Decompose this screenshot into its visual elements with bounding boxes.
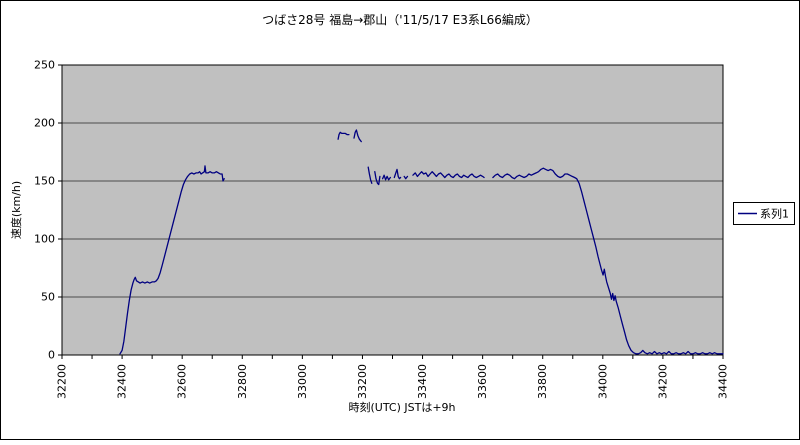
chart-title: つばさ28号 福島→郡山（'11/5/17 E3系L66編成） [262, 12, 538, 27]
series-line-segment [403, 175, 409, 180]
y-tick-label: 0 [48, 349, 55, 362]
y-tick-label: 200 [34, 117, 55, 130]
legend-box [733, 202, 795, 225]
y-tick-label: 250 [34, 59, 55, 72]
series-line-segment [353, 129, 362, 143]
series-line-segment [367, 166, 373, 184]
x-tick-label: 34200 [656, 364, 669, 399]
x-tick-label: 32800 [236, 364, 249, 399]
series-line-segment [412, 171, 485, 179]
legend-series-label: 系列1 [760, 207, 789, 221]
x-tick-label: 32400 [116, 364, 129, 399]
y-tick-label: 50 [41, 291, 55, 304]
y-tick-label: 150 [34, 175, 55, 188]
y-axis-title: 速度(km/h) [9, 181, 23, 239]
series-line-segment [337, 131, 350, 140]
x-tick-label: 33600 [476, 364, 489, 399]
x-tick-label: 33200 [356, 364, 369, 399]
x-axis-title: 時刻(UTC) JSTは+9h [348, 400, 455, 414]
x-tick-label: 34000 [596, 364, 609, 399]
series-line-segment [381, 174, 392, 181]
series-line-segment [492, 167, 724, 355]
axis-ticks [58, 64, 724, 359]
series-line-segment [393, 168, 402, 180]
x-tick-label: 32600 [176, 364, 189, 399]
y-tick-label: 100 [34, 233, 55, 246]
x-tick-label: 34400 [717, 364, 730, 399]
x-tick-label: 33800 [536, 364, 549, 399]
legend: 系列1 [733, 202, 795, 225]
x-tick-label: 33000 [296, 364, 309, 399]
series-line-segment [119, 165, 225, 355]
plot-area [62, 65, 723, 355]
series-line-segment [374, 171, 381, 186]
x-tick-label: 32200 [56, 364, 69, 399]
axis-tick-labels: 0 50 100 150 200 250 32200 32400 32600 32800 33000… [34, 59, 730, 400]
x-tick-label: 33400 [416, 364, 429, 399]
series-line-layer [119, 129, 724, 355]
